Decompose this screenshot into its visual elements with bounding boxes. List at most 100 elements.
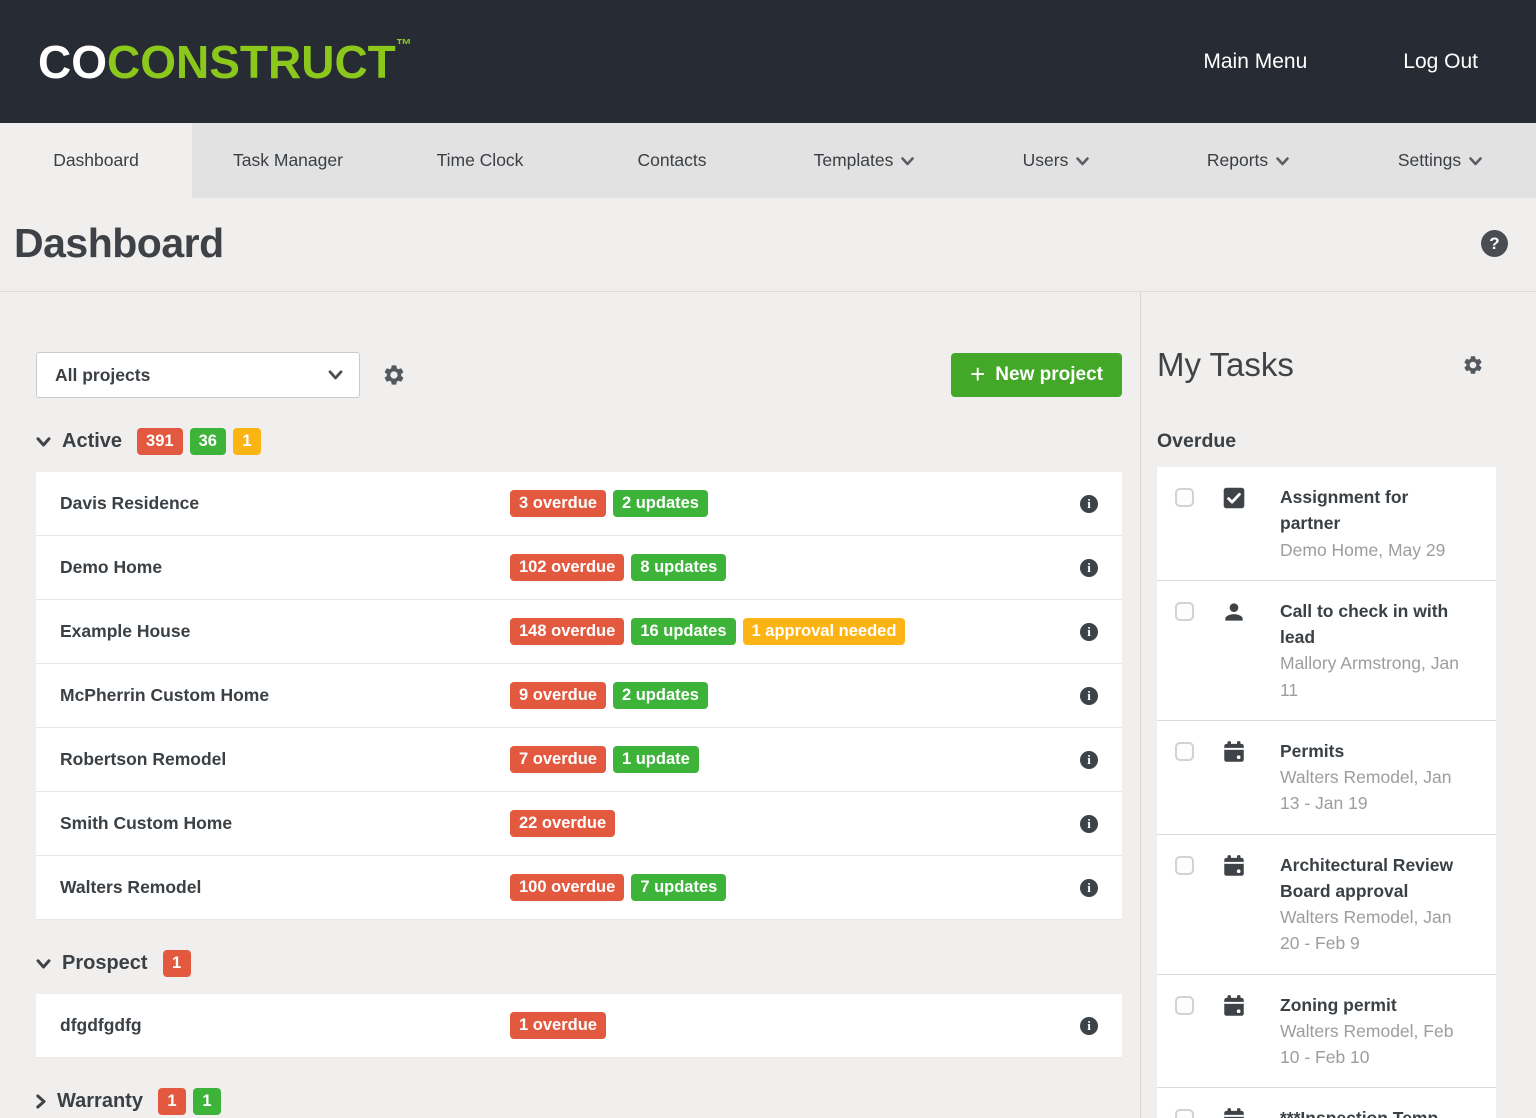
task-checkbox[interactable] (1175, 601, 1194, 621)
count-badge: 1 (232, 428, 261, 455)
task-checkbox[interactable] (1175, 488, 1194, 507)
nav-tab[interactable]: Reports (1152, 123, 1344, 198)
nav-tab[interactable]: Users (960, 123, 1152, 198)
task-checkbox[interactable] (1175, 1109, 1194, 1118)
project-section: Warranty 1 1 (36, 1088, 1122, 1115)
info-icon[interactable]: i (1080, 814, 1098, 833)
nav-tab-label: Reports (1206, 150, 1269, 170)
projects-panel: All projects + New project Active 391 36… (0, 292, 1140, 1118)
task-item[interactable]: Call to check in with lead Mallory Armst… (1157, 579, 1496, 720)
project-badges: 102 overdue 8 updates (510, 554, 727, 581)
info-icon[interactable]: i (1080, 622, 1098, 641)
project-name[interactable]: Robertson Remodel (60, 749, 227, 769)
chevron-right-icon[interactable] (36, 1094, 46, 1109)
plus-icon: + (970, 358, 986, 389)
project-row[interactable]: dfgdfgdfg 1 overdue i (36, 994, 1122, 1058)
chevron-down-icon[interactable] (36, 436, 51, 447)
chevron-down-icon (1276, 157, 1289, 166)
project-badges: 100 overdue 7 updates (510, 874, 727, 901)
task-text: Permits Walters Remodel, Jan 13 - Jan 19 (1280, 738, 1462, 817)
project-name[interactable]: McPherrin Custom Home (60, 685, 270, 705)
project-row[interactable]: Demo Home 102 overdue 8 updates i (36, 536, 1122, 600)
checked-box-icon (1221, 485, 1247, 511)
calendar-icon (1221, 1106, 1247, 1118)
task-text: Call to check in with lead Mallory Armst… (1280, 598, 1462, 703)
chevron-down-icon[interactable] (36, 958, 51, 969)
project-row[interactable]: Walters Remodel 100 overdue 7 updates i (36, 856, 1122, 920)
log-out-link[interactable]: Log Out (1403, 49, 1478, 73)
info-icon[interactable]: i (1080, 750, 1098, 769)
project-name[interactable]: Smith Custom Home (60, 813, 233, 833)
project-section: Prospect 1 dfgdfgdfg 1 overdue i (36, 950, 1122, 1058)
task-title: Architectural Review Board approval (1280, 854, 1454, 901)
task-subtitle: Mallory Armstrong, Jan 11 (1280, 653, 1459, 700)
section-label: Active (62, 430, 123, 452)
project-name[interactable]: Demo Home (60, 557, 163, 577)
nav-tab[interactable]: Time Clock (384, 123, 576, 198)
task-item[interactable]: ***Inspection Temp (1157, 1087, 1496, 1118)
task-text: Assignment for partner Demo Home, May 29 (1280, 484, 1462, 563)
task-item[interactable]: Assignment for partner Demo Home, May 29 (1157, 467, 1496, 580)
project-name[interactable]: Walters Remodel (60, 877, 202, 897)
nav-tab[interactable]: Task Manager (192, 123, 384, 198)
section-badges: 1 (162, 950, 191, 977)
title-bar: Dashboard ? (0, 198, 1536, 292)
nav-tab[interactable]: Templates (768, 123, 960, 198)
count-badge: 2 updates (612, 490, 708, 517)
nav-tab[interactable]: Settings (1344, 123, 1536, 198)
count-badge: 3 overdue (510, 490, 606, 517)
info-icon[interactable]: i (1080, 878, 1098, 897)
info-icon[interactable]: i (1080, 1016, 1098, 1035)
count-badge: 1 (157, 1088, 186, 1115)
project-row[interactable]: Robertson Remodel 7 overdue 1 update i (36, 728, 1122, 792)
count-badge: 7 updates (631, 874, 727, 901)
task-checkbox[interactable] (1175, 855, 1194, 875)
tasks-gear-icon[interactable] (1462, 354, 1484, 376)
info-icon[interactable]: i (1080, 494, 1098, 513)
section-header[interactable]: Active 391 36 1 (36, 428, 1122, 455)
project-row[interactable]: Smith Custom Home 22 overdue i (36, 792, 1122, 856)
count-badge: 9 overdue (510, 682, 606, 709)
nav-tab[interactable]: Dashboard (0, 123, 192, 198)
project-badges: 1 overdue (510, 1012, 606, 1039)
project-row[interactable]: Davis Residence 3 overdue 2 updates i (36, 472, 1122, 536)
task-checkbox[interactable] (1175, 741, 1194, 761)
app-header: COCONSTRUCT™ Main Menu Log Out (0, 0, 1536, 123)
info-icon[interactable]: i (1080, 558, 1098, 577)
nav-tab[interactable]: Contacts (576, 123, 768, 198)
new-project-button[interactable]: + New project (951, 353, 1122, 397)
task-subtitle: Demo Home, May 29 (1280, 539, 1446, 560)
calendar-icon (1221, 853, 1247, 879)
project-list: dfgdfgdfg 1 overdue i (36, 994, 1122, 1058)
project-name[interactable]: dfgdfgdfg (60, 1015, 142, 1035)
section-header[interactable]: Prospect 1 (36, 950, 1122, 977)
project-name[interactable]: Example House (60, 621, 191, 641)
project-row[interactable]: McPherrin Custom Home 9 overdue 2 update… (36, 664, 1122, 728)
project-filter-select[interactable]: All projects (36, 352, 360, 398)
my-tasks-title: My Tasks (1157, 346, 1294, 383)
task-item[interactable]: Zoning permit Walters Remodel, Feb 10 - … (1157, 973, 1496, 1088)
help-icon[interactable]: ? (1481, 230, 1508, 257)
project-badges: 3 overdue 2 updates (510, 490, 708, 517)
section-badges: 391 36 1 (137, 428, 261, 455)
calendar-icon (1221, 739, 1247, 765)
count-badge: 1 (192, 1088, 221, 1115)
task-item[interactable]: Architectural Review Board approval Walt… (1157, 833, 1496, 974)
project-row[interactable]: Example House 148 overdue 16 updates 1 a… (36, 600, 1122, 664)
section-header[interactable]: Warranty 1 1 (36, 1088, 1122, 1115)
count-badge: 1 approval needed (742, 618, 906, 645)
info-icon[interactable]: i (1080, 686, 1098, 705)
nav-bar: Dashboard Task Manager Time Clock Contac… (0, 123, 1536, 198)
sections-root: Active 391 36 1 Davis Residence 3 overdu… (36, 428, 1122, 1115)
project-name[interactable]: Davis Residence (60, 493, 200, 513)
task-checkbox[interactable] (1175, 995, 1194, 1015)
projects-toolbar: All projects + New project (36, 352, 1122, 398)
project-list: Davis Residence 3 overdue 2 updates i De… (36, 472, 1122, 920)
task-item[interactable]: Permits Walters Remodel, Jan 13 - Jan 19 (1157, 719, 1496, 834)
task-text: Architectural Review Board approval Walt… (1280, 852, 1462, 957)
count-badge: 1 (162, 950, 191, 977)
main-menu-link[interactable]: Main Menu (1203, 49, 1308, 73)
project-badges: 7 overdue 1 update (510, 746, 699, 773)
projects-gear-icon[interactable] (382, 363, 406, 387)
task-text: ***Inspection Temp (1280, 1105, 1462, 1118)
